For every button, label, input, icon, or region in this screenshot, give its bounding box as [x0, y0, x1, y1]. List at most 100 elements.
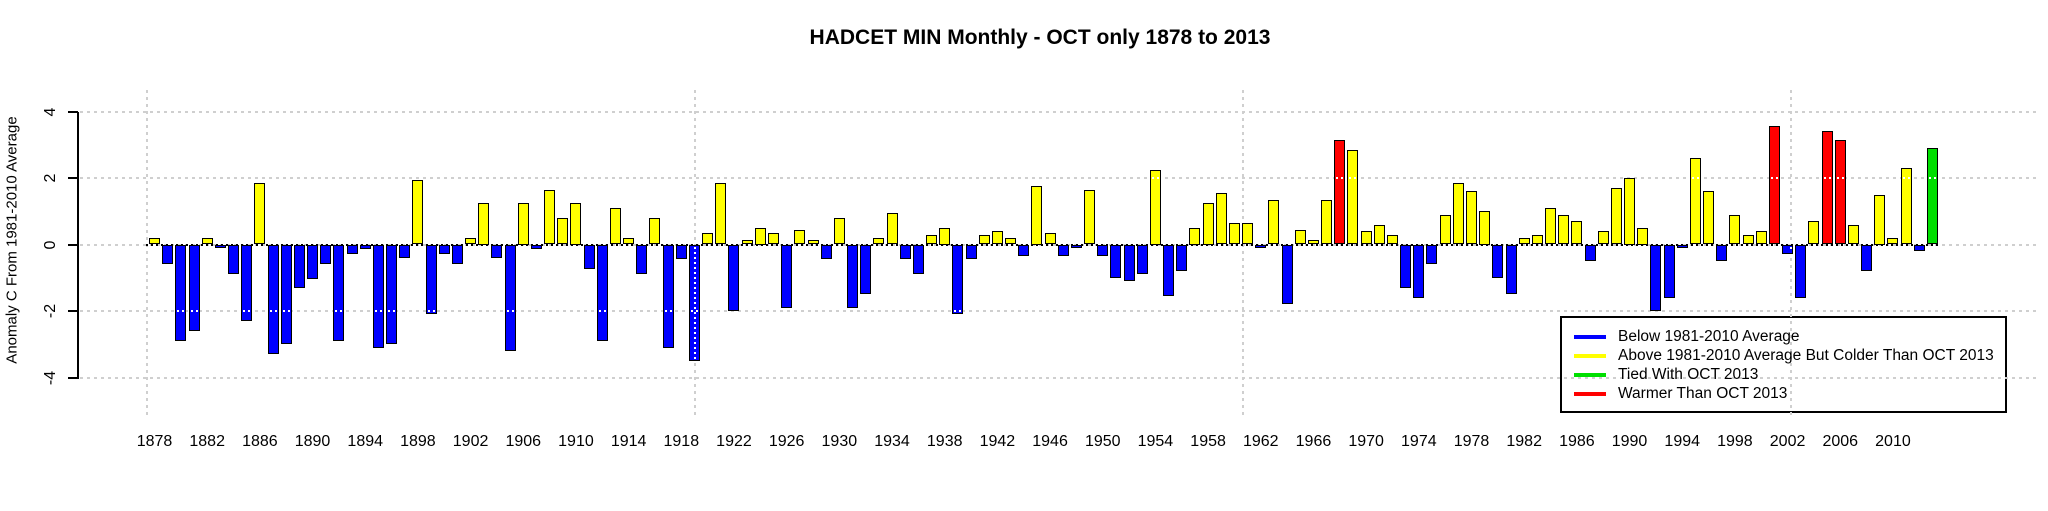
- x-tick-label-1982: 1982: [1506, 433, 1542, 450]
- bar-1985: [1558, 214, 1570, 245]
- x-tick-label-1974: 1974: [1401, 433, 1437, 450]
- x-tick-label-1954: 1954: [1137, 433, 1174, 450]
- bar-1981: [1505, 244, 1517, 295]
- bar-1900: [438, 244, 450, 255]
- bar-1924: [754, 227, 766, 245]
- bar-gridline-marker-1995: [1691, 177, 1699, 179]
- bar-1995: [1689, 158, 1701, 245]
- bar-1892: [333, 244, 345, 341]
- bar-1987: [1584, 244, 1596, 262]
- legend-box: [1560, 316, 2007, 413]
- bar-1884: [228, 244, 240, 275]
- x-tick-label-1902: 1902: [452, 433, 489, 450]
- bar-1976: [1439, 214, 1451, 245]
- bar-1990: [1624, 178, 1636, 245]
- bar-gridline-marker-2011: [1902, 177, 1910, 179]
- bar-1879: [162, 244, 174, 265]
- bar-1984: [1545, 207, 1557, 245]
- bar-2003: [1795, 244, 1807, 298]
- x-tick-label-1998: 1998: [1717, 433, 1753, 450]
- bar-1917: [662, 244, 674, 348]
- bar-1965: [1294, 229, 1306, 245]
- y-axis-line: [77, 112, 79, 379]
- bar-1968: [1334, 139, 1346, 245]
- zero-baseline: [146, 243, 1939, 246]
- bar-1991: [1637, 227, 1649, 245]
- x-tick-label-1950: 1950: [1084, 433, 1121, 450]
- x-tick-label-2006: 2006: [1822, 433, 1859, 450]
- bar-2005: [1821, 131, 1833, 245]
- x-tick-label-1926: 1926: [768, 433, 805, 450]
- bar-1992: [1650, 244, 1662, 311]
- bar-1896: [386, 244, 398, 345]
- bar-gridline-marker-1885: [243, 310, 251, 312]
- x-tick-label-1946: 1946: [1032, 433, 1068, 450]
- bar-2007: [1847, 224, 1859, 245]
- x-tick-label-1918: 1918: [663, 433, 700, 450]
- legend-label-T: Tied With OCT 2013: [1618, 366, 1759, 383]
- bar-1989: [1610, 187, 1622, 245]
- y-tick-4: [68, 110, 78, 113]
- bar-1891: [320, 244, 332, 265]
- x-tick-label-1986: 1986: [1559, 433, 1595, 450]
- bar-2006: [1834, 139, 1846, 245]
- x-tick-label-1942: 1942: [979, 433, 1016, 450]
- chart-title: HADCET MIN Monthly - OCT only 1878 to 20…: [809, 26, 1271, 49]
- gridline-h-4: [80, 110, 2036, 113]
- bar-1888: [280, 244, 292, 345]
- bar-1890: [307, 244, 319, 280]
- bar-1996: [1703, 191, 1715, 245]
- bar-1970: [1360, 231, 1372, 245]
- gridline-h--4: [80, 376, 2036, 379]
- bar-1936: [912, 244, 924, 275]
- x-tick-label-1882: 1882: [189, 433, 225, 450]
- bar-gridline-marker-1896: [388, 310, 396, 312]
- y-tick-2: [68, 177, 78, 179]
- bar-1956: [1176, 244, 1188, 272]
- gridline-v-2: [1242, 90, 1244, 417]
- bar-vgrid-marker-2002: [1790, 246, 1792, 253]
- bar-1954: [1149, 169, 1161, 245]
- x-tick-label-1894: 1894: [347, 433, 384, 450]
- bar-gridline-marker-1881: [190, 310, 198, 312]
- bar-1893: [346, 244, 358, 255]
- x-tick-label-1958: 1958: [1190, 433, 1226, 450]
- x-tick-label-1886: 1886: [242, 433, 278, 450]
- bar-1927: [794, 229, 806, 245]
- bar-1922: [728, 244, 740, 311]
- x-tick-label-1898: 1898: [400, 433, 436, 450]
- bar-1889: [293, 244, 305, 288]
- legend-label-W: Warmer Than OCT 2013: [1618, 385, 1788, 402]
- x-tick-label-2002: 2002: [1769, 433, 1806, 450]
- bar-1898: [412, 179, 424, 245]
- bar-2011: [1900, 168, 1912, 245]
- bar-1905: [504, 244, 516, 351]
- bar-1963: [1268, 199, 1280, 245]
- bar-1938: [939, 227, 951, 245]
- bar-1887: [267, 244, 279, 355]
- bar-1957: [1189, 227, 1201, 245]
- bar-1944: [1018, 244, 1030, 257]
- bar-1951: [1110, 244, 1122, 278]
- bar-1916: [649, 217, 661, 245]
- bar-gridline-marker-1905: [506, 310, 514, 312]
- x-tick-label-1978: 1978: [1453, 433, 1490, 450]
- bar-gridline-marker-1887: [269, 310, 277, 312]
- bar-1958: [1202, 202, 1214, 245]
- bar-1910: [570, 202, 582, 245]
- bar-1901: [451, 244, 463, 265]
- bar-2013: [1926, 148, 1938, 245]
- bar-2000: [1755, 231, 1767, 245]
- bar-1964: [1281, 244, 1293, 305]
- bar-1950: [1097, 244, 1109, 257]
- bar-1895: [372, 244, 384, 348]
- x-tick-label-1966: 1966: [1295, 433, 1332, 450]
- bar-1918: [675, 244, 687, 260]
- bar-1947: [1057, 244, 1069, 257]
- y-tick--4: [68, 376, 78, 379]
- bar-1886: [254, 182, 266, 245]
- bar-1978: [1466, 191, 1477, 245]
- bar-1906: [517, 202, 529, 245]
- bar-1969: [1347, 149, 1359, 245]
- bar-gridline-marker-1899: [427, 310, 435, 312]
